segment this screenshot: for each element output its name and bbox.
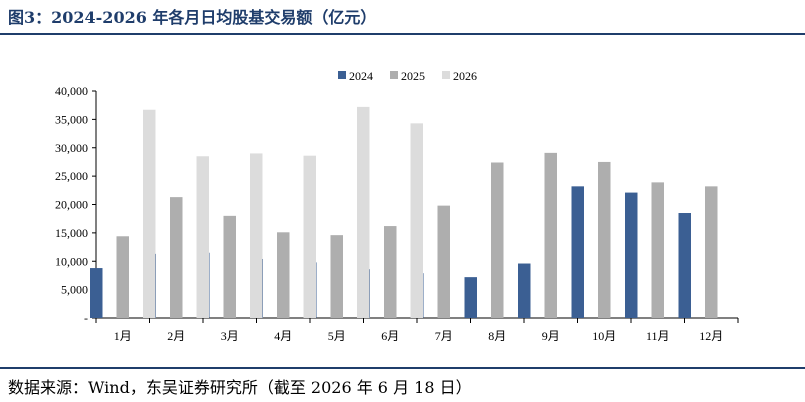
x-tick-label: 10月 (592, 329, 616, 343)
x-tick-label: 12月 (699, 329, 723, 343)
legend-swatch-2026 (442, 71, 450, 79)
x-tick-label: 8月 (488, 329, 506, 343)
bar-2025-11月 (651, 182, 664, 318)
x-tick-label: 11月 (646, 329, 670, 343)
bar-2025-10月 (598, 161, 611, 318)
y-tick-label: 10,000 (55, 254, 88, 268)
legend-swatch-2024 (338, 71, 346, 79)
legend-label-2024: 2024 (349, 69, 373, 83)
bar-2025-6月 (384, 226, 397, 318)
chart-legend: 2024 2025 2026 (338, 69, 477, 83)
x-tick-label: 3月 (221, 329, 239, 343)
bar-2024-1月 (90, 268, 103, 318)
bar-2026-1月 (143, 109, 156, 318)
bar-2024-12月 (678, 213, 691, 318)
x-axis: 1月 2月 3月 4月 5月 6月 7月 8月 9月 10月 11月 12月 (95, 317, 739, 343)
y-tick-label: 35,000 (55, 112, 88, 126)
bar-2024-10月 (571, 186, 584, 318)
x-tick-label: 9月 (542, 329, 560, 343)
x-tick-label: 2月 (167, 329, 185, 343)
bar-2026-6月 (410, 123, 423, 318)
bar-2025-12月 (705, 186, 718, 318)
bar-2024-9月 (518, 263, 531, 318)
bar-2025-9月 (544, 152, 557, 318)
y-tick-label: 15,000 (55, 226, 88, 240)
bar-2026-4月 (303, 155, 316, 318)
x-tick-label: 5月 (328, 329, 346, 343)
bar-2025-1月 (116, 236, 129, 318)
y-tick-label: 30,000 (55, 141, 88, 155)
x-tick-label: 4月 (274, 329, 292, 343)
source-note: 数据来源：Wind，东吴证券研究所（截至 2026 年 6 月 18 日） (8, 378, 472, 397)
x-tick-label: 1月 (114, 329, 132, 343)
bar-2025-8月 (491, 162, 504, 318)
y-tick-label: 20,000 (55, 198, 88, 212)
bar-2024-8月 (464, 277, 477, 318)
bar-2026-3月 (250, 153, 263, 318)
y-tick-label: - (84, 311, 88, 325)
legend-label-2026: 2026 (453, 69, 477, 83)
figure-title: 图3：2024-2026 年各月日均股基交易额（亿元） (8, 8, 377, 27)
bars (90, 106, 718, 318)
bar-2025-3月 (223, 215, 236, 318)
y-tick-label: 40,000 (55, 84, 88, 98)
legend-label-2025: 2025 (401, 69, 425, 83)
bar-2025-4月 (277, 232, 290, 318)
bar-chart: 2024 2025 2026 - 5,000 10,000 15,000 20,000 25,… (55, 69, 739, 343)
x-tick-label: 7月 (435, 329, 453, 343)
bottom-rule (0, 367, 805, 369)
bar-2025-5月 (330, 235, 343, 318)
bar-2026-2月 (196, 156, 209, 318)
y-tick-label: 25,000 (55, 169, 88, 183)
legend-swatch-2025 (390, 71, 398, 79)
bar-2025-7月 (437, 205, 450, 318)
y-tick-label: 5,000 (61, 283, 88, 297)
top-rule (0, 33, 805, 35)
x-tick-label: 6月 (381, 329, 399, 343)
bar-2024-11月 (625, 192, 638, 318)
bar-2026-5月 (357, 106, 370, 318)
y-axis: - 5,000 10,000 15,000 20,000 25,000 30,000 35,0… (55, 84, 97, 325)
bar-2025-2月 (170, 197, 183, 318)
